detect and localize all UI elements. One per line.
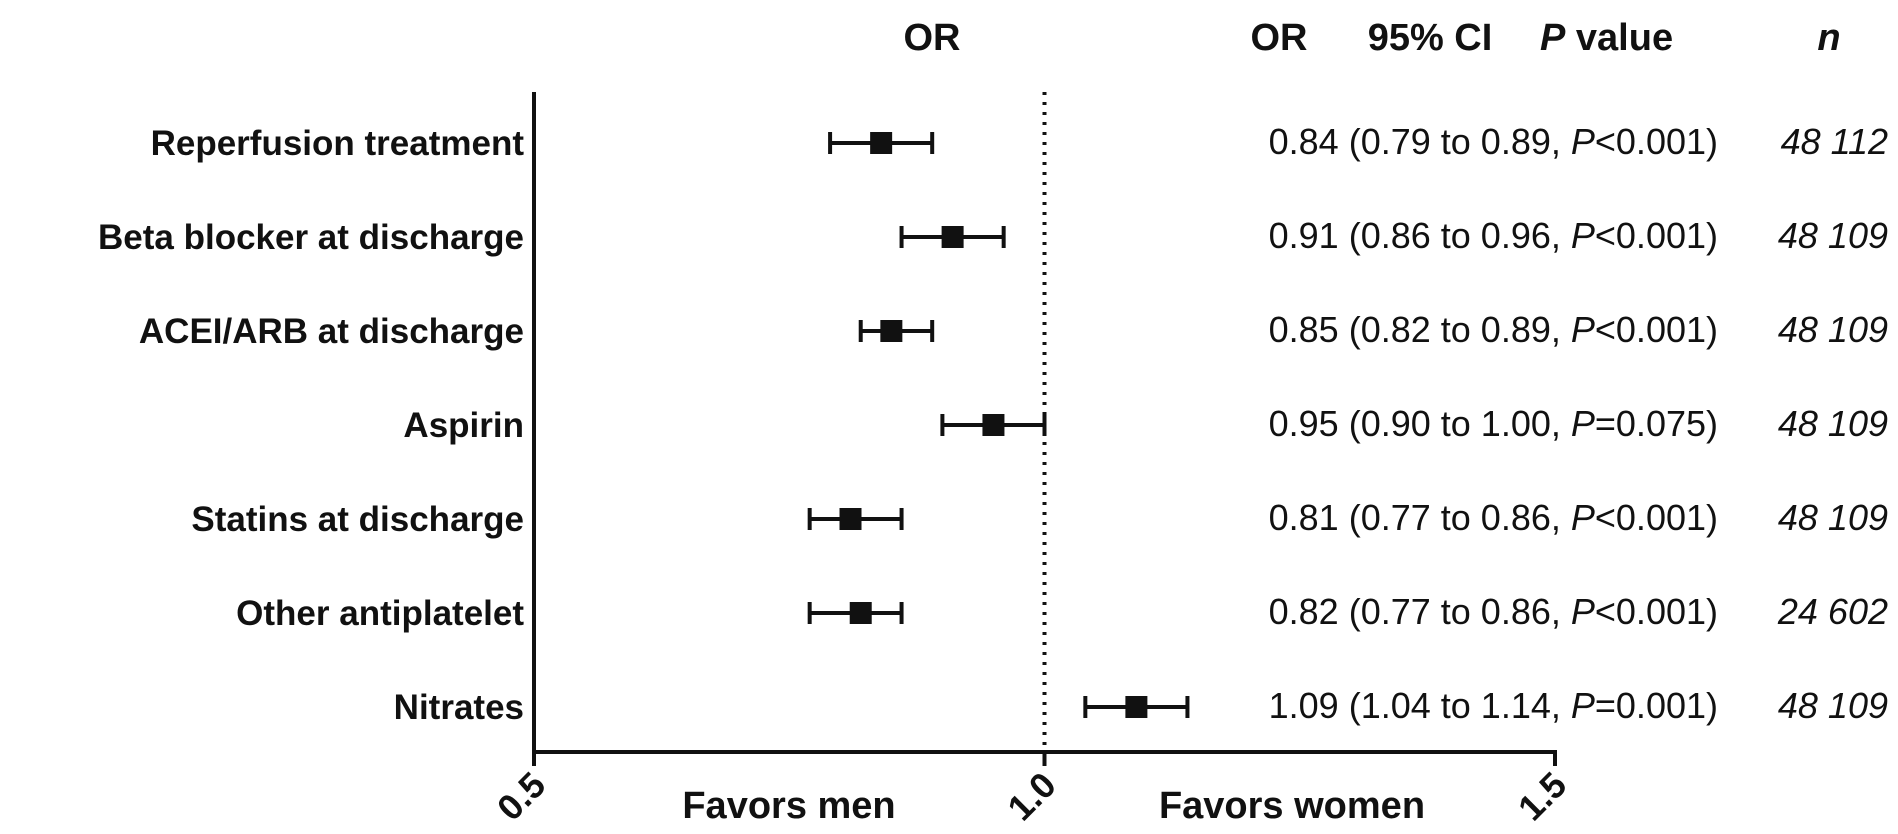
or-point-marker (880, 320, 903, 342)
stat-p-letter: P (1571, 121, 1595, 162)
stat-p-letter: P (1571, 591, 1595, 632)
or-point-marker (839, 508, 862, 530)
n-value: 24 602 (1777, 591, 1888, 632)
stat-prefix: 0.81 (0.77 to 0.86, (1269, 497, 1571, 538)
row-label: Aspirin (403, 406, 524, 445)
row-label: ACEI/ARB at discharge (139, 312, 524, 351)
p-value-header-rest: value (1565, 17, 1673, 59)
or-point-marker (941, 226, 964, 248)
row-label: Other antiplatelet (236, 594, 524, 633)
plot-or-header: OR (904, 17, 961, 59)
stat-prefix: 0.82 (0.77 to 0.86, (1269, 591, 1571, 632)
stat-p-letter: P (1571, 215, 1595, 256)
or-ci-p-text: 0.91 (0.86 to 0.96, P<0.001) (1269, 215, 1718, 256)
or-ci-p-text: 0.82 (0.77 to 0.86, P<0.001) (1269, 591, 1718, 632)
stat-p-letter: P (1571, 309, 1595, 350)
stat-suffix: <0.001) (1595, 497, 1718, 538)
or-ci-p-text: 0.85 (0.82 to 0.89, P<0.001) (1269, 309, 1718, 350)
n-value: 48 109 (1778, 309, 1888, 350)
or-point-marker (982, 414, 1005, 436)
x-tick-label: 0.5 (489, 764, 553, 828)
n-value: 48 109 (1778, 403, 1888, 444)
x-tick-label: 1.0 (999, 764, 1063, 828)
ci-column-header: 95% CI (1368, 17, 1493, 59)
x-tick-label: 1.5 (1510, 764, 1574, 828)
p-value-header-p: P (1540, 17, 1566, 59)
or-point-marker (1125, 696, 1148, 718)
stat-suffix: <0.001) (1595, 309, 1718, 350)
row-label: Statins at discharge (191, 500, 524, 539)
stat-suffix: <0.001) (1595, 215, 1718, 256)
favors-men-label: Favors men (682, 785, 895, 827)
stat-prefix: 0.85 (0.82 to 0.89, (1269, 309, 1571, 350)
or-ci-p-text: 0.81 (0.77 to 0.86, P<0.001) (1269, 497, 1718, 538)
or-ci-p-text: 1.09 (1.04 to 1.14, P=0.001) (1269, 685, 1718, 726)
forest-row: Statins at discharge 0.81 (0.77 to 0.86, … (191, 497, 1888, 539)
stat-suffix: <0.001) (1595, 591, 1718, 632)
stat-suffix: =0.075) (1595, 403, 1718, 444)
stat-prefix: 1.09 (1.04 to 1.14, (1269, 685, 1571, 726)
stat-suffix: =0.001) (1595, 685, 1718, 726)
rows-group: Reperfusion treatment 0.84 (0.79 to 0.89,… (98, 121, 1888, 727)
forest-row: Other antiplatelet 0.82 (0.77 to 0.86, P<… (236, 591, 1888, 633)
n-value: 48 109 (1778, 215, 1888, 256)
row-label: Beta blocker at discharge (98, 218, 524, 257)
forest-row: Nitrates 1.09 (1.04 to 1.14, P=0.001) 48 1… (394, 685, 1888, 727)
n-value: 48 109 (1778, 685, 1888, 726)
forest-row: Beta blocker at discharge 0.91 (0.86 to 0… (98, 215, 1888, 257)
forest-row: Reperfusion treatment 0.84 (0.79 to 0.89,… (151, 121, 1888, 163)
forest-row: Aspirin 0.95 (0.90 to 1.00, P=0.075) 48 10… (403, 403, 1888, 445)
p-value-column-header: P value (1540, 17, 1673, 59)
or-point-marker (870, 132, 893, 154)
n-value: 48 112 (1781, 121, 1888, 162)
n-value: 48 109 (1778, 497, 1888, 538)
favors-women-label: Favors women (1159, 785, 1425, 827)
forest-row: ACEI/ARB at discharge 0.85 (0.82 to 0.89,… (139, 309, 1888, 351)
stat-suffix: <0.001) (1595, 121, 1718, 162)
row-label: Nitrates (394, 688, 524, 727)
or-column-header: OR (1251, 17, 1308, 59)
stat-prefix: 0.84 (0.79 to 0.89, (1269, 121, 1571, 162)
n-column-header: n (1817, 17, 1840, 59)
stat-p-letter: P (1571, 497, 1595, 538)
or-ci-p-text: 0.84 (0.79 to 0.89, P<0.001) (1269, 121, 1718, 162)
stat-p-letter: P (1571, 685, 1595, 726)
stat-p-letter: P (1571, 403, 1595, 444)
or-point-marker (849, 602, 872, 624)
stat-prefix: 0.95 (0.90 to 1.00, (1269, 403, 1571, 444)
or-ci-p-text: 0.95 (0.90 to 1.00, P=0.075) (1269, 403, 1718, 444)
stat-prefix: 0.91 (0.86 to 0.96, (1269, 215, 1571, 256)
row-label: Reperfusion treatment (151, 124, 525, 163)
